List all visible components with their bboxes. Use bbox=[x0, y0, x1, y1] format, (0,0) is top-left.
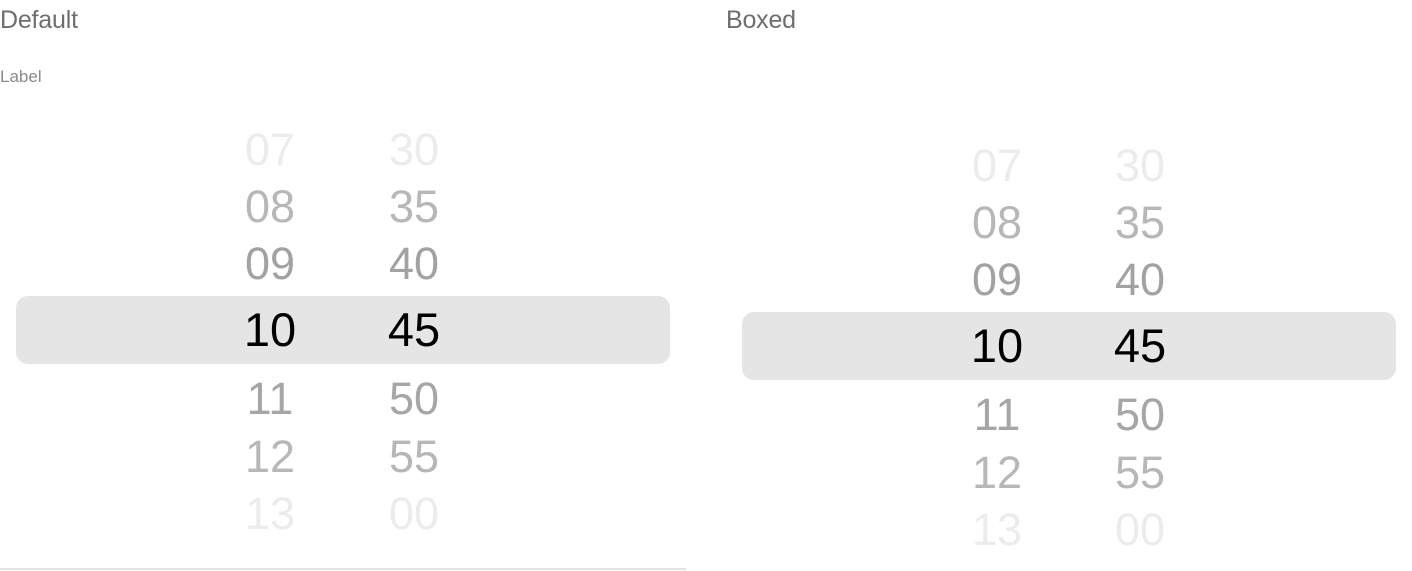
selected-hour[interactable]: 10 bbox=[243, 303, 297, 356]
hour-option[interactable]: 07 bbox=[971, 140, 1023, 191]
hour-option[interactable]: 07 bbox=[244, 124, 296, 175]
hour-option[interactable]: 12 bbox=[244, 431, 296, 482]
default-time-picker[interactable]: 07 08 09 10 11 12 13 30 35 40 45 50 55 0… bbox=[16, 124, 670, 544]
selected-minute[interactable]: 45 bbox=[1113, 319, 1167, 372]
hour-option[interactable]: 09 bbox=[244, 238, 296, 289]
default-picker-underline bbox=[0, 568, 686, 570]
minute-option[interactable]: 30 bbox=[1114, 140, 1166, 191]
minute-option[interactable]: 00 bbox=[1114, 504, 1166, 555]
selected-hour[interactable]: 10 bbox=[970, 319, 1024, 372]
boxed-time-picker[interactable]: 07 08 09 10 11 12 13 30 35 40 45 50 55 0… bbox=[742, 140, 1396, 560]
boxed-section-title: Boxed bbox=[726, 6, 796, 34]
hour-wheel[interactable]: 07 08 09 10 11 12 13 bbox=[230, 124, 310, 544]
minute-option[interactable]: 55 bbox=[388, 431, 440, 482]
minute-option[interactable]: 50 bbox=[388, 373, 440, 424]
selected-minute[interactable]: 45 bbox=[387, 303, 441, 356]
picker-label: Label bbox=[0, 67, 42, 86]
minute-option[interactable]: 40 bbox=[388, 238, 440, 289]
hour-option[interactable]: 12 bbox=[971, 447, 1023, 498]
hour-option[interactable]: 08 bbox=[244, 181, 296, 232]
hour-option[interactable]: 09 bbox=[971, 254, 1023, 305]
minute-option[interactable]: 40 bbox=[1114, 254, 1166, 305]
minute-option[interactable]: 55 bbox=[1114, 447, 1166, 498]
hour-option[interactable]: 13 bbox=[971, 504, 1023, 555]
selection-highlight bbox=[742, 312, 1396, 380]
minute-option[interactable]: 35 bbox=[1114, 197, 1166, 248]
default-section-title: Default bbox=[0, 6, 78, 34]
minute-wheel[interactable]: 30 35 40 45 50 55 00 bbox=[374, 124, 454, 544]
selection-highlight bbox=[16, 296, 670, 364]
hour-option[interactable]: 08 bbox=[971, 197, 1023, 248]
minute-option[interactable]: 35 bbox=[388, 181, 440, 232]
hour-option[interactable]: 11 bbox=[246, 373, 294, 424]
hour-option[interactable]: 11 bbox=[973, 389, 1021, 440]
minute-option[interactable]: 00 bbox=[388, 488, 440, 539]
minute-wheel[interactable]: 30 35 40 45 50 55 00 bbox=[1100, 140, 1180, 560]
hour-option[interactable]: 13 bbox=[244, 488, 296, 539]
minute-option[interactable]: 50 bbox=[1114, 389, 1166, 440]
hour-wheel[interactable]: 07 08 09 10 11 12 13 bbox=[957, 140, 1037, 560]
minute-option[interactable]: 30 bbox=[388, 124, 440, 175]
